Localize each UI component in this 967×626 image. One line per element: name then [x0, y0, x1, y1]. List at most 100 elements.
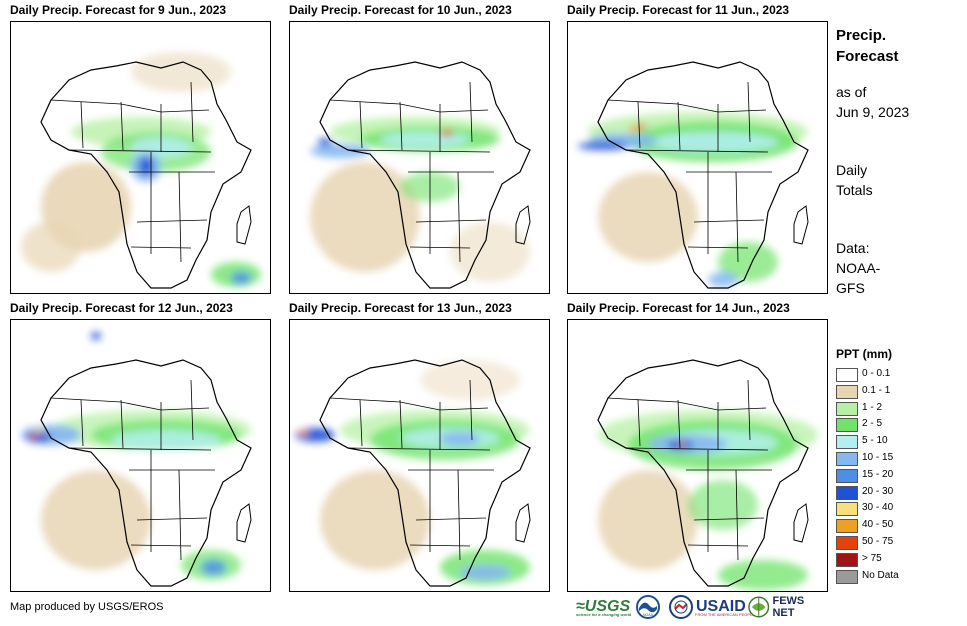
precip-patch	[310, 144, 370, 158]
legend-swatch	[836, 401, 858, 416]
map-canvas	[21, 52, 261, 289]
country-border	[347, 447, 491, 451]
legend-swatch	[836, 384, 858, 399]
country-border	[469, 379, 473, 441]
legend-label: 10 - 15	[862, 451, 894, 463]
legend-title: PPT (mm)	[836, 347, 893, 361]
madagascar-outline	[793, 503, 809, 543]
partner-logos: ≈USGS science for a changing world NOAA …	[576, 595, 828, 619]
country-border	[735, 469, 739, 561]
panel-title: Daily Precip. Forecast for 10 Jun., 2023	[289, 3, 512, 17]
country-border	[415, 517, 487, 521]
panel-title: Daily Precip. Forecast for 12 Jun., 2023	[10, 301, 233, 315]
legend-swatch	[836, 468, 858, 483]
country-border	[677, 101, 681, 151]
sidebar-title-line: Forecast	[836, 48, 899, 65]
precip-patch	[440, 432, 480, 446]
country-border	[130, 544, 192, 547]
legend-swatch	[836, 535, 858, 550]
usaid-seal-icon	[669, 595, 693, 619]
africa-coastline	[319, 359, 531, 587]
precip-patch	[688, 480, 758, 530]
sidebar-data-source: Data: NOAA- GFS	[836, 238, 880, 298]
precip-map	[567, 21, 828, 294]
precip-patch	[440, 130, 454, 136]
country-border	[457, 469, 461, 561]
country-border	[68, 149, 212, 153]
precip-patch	[460, 565, 510, 580]
precip-patch	[35, 428, 43, 433]
data-source-line: NOAA-	[836, 260, 881, 276]
legend-label: 50 - 75	[862, 535, 894, 547]
precip-patch	[111, 430, 221, 450]
precip-map	[567, 319, 828, 592]
panel-title: Daily Precip. Forecast for 13 Jun., 2023	[289, 301, 512, 315]
legend-label: 20 - 30	[862, 485, 894, 497]
map-canvas	[578, 61, 809, 289]
precip-patch	[598, 470, 698, 570]
legend-label: 30 - 40	[862, 502, 894, 514]
usgs-wordmark: ≈USGS	[576, 598, 631, 615]
legend-swatch	[836, 552, 858, 567]
data-source-line: GFS	[836, 280, 865, 296]
country-border	[50, 397, 210, 411]
precip-patch	[139, 157, 153, 175]
map-credit: Map produced by USGS/EROS	[10, 601, 164, 613]
country-border	[637, 101, 641, 149]
sidebar-title-line: Precip.	[836, 27, 887, 44]
usaid-logo: USAID FROM THE AMERICAN PEOPLE	[669, 595, 755, 619]
as-of-label: as of	[836, 84, 867, 100]
precip-patch	[91, 332, 101, 340]
precip-patch	[201, 560, 226, 575]
totals-line: Daily	[836, 162, 868, 178]
usgs-logo: ≈USGS science for a changing world	[576, 595, 631, 619]
fews-net-logo: FEWS NET	[748, 595, 828, 619]
noaa-seal-icon: NOAA	[636, 595, 660, 619]
country-border	[607, 397, 767, 411]
country-border	[409, 246, 471, 249]
country-border	[178, 171, 182, 263]
map-canvas	[597, 359, 818, 590]
legend-label: 1 - 2	[862, 401, 883, 413]
precip-patch	[718, 242, 778, 282]
sidebar-title: Precip. Forecast	[836, 25, 899, 67]
totals-line: Totals	[836, 182, 873, 198]
precip-field	[21, 52, 261, 287]
country-border	[693, 517, 765, 521]
legend-swatch	[836, 435, 858, 450]
panel-title: Daily Precip. Forecast for 9 Jun., 2023	[10, 3, 227, 17]
precip-field	[578, 112, 808, 287]
precip-patch	[638, 124, 646, 129]
country-border	[80, 101, 84, 149]
precip-field	[598, 410, 818, 590]
country-border	[399, 399, 403, 449]
country-border	[359, 399, 363, 447]
precip-patch	[578, 142, 628, 150]
country-border	[415, 219, 487, 223]
country-border	[190, 81, 194, 143]
precip-patch	[648, 132, 778, 152]
precip-patch	[298, 430, 308, 436]
legend-label: 15 - 20	[862, 468, 894, 480]
fews-globe-icon	[748, 596, 770, 618]
precip-map	[289, 21, 550, 294]
precip-patch	[318, 138, 332, 146]
legend-swatch	[836, 519, 858, 534]
legend-label: 5 - 10	[862, 435, 888, 447]
precip-patch	[310, 162, 420, 272]
legend-swatch	[836, 368, 858, 382]
map-canvas	[21, 332, 252, 587]
country-border	[687, 544, 749, 547]
country-border	[136, 219, 208, 223]
country-border	[130, 246, 192, 249]
legend-label: 2 - 5	[862, 418, 883, 430]
country-border	[747, 81, 751, 143]
country-border	[469, 81, 473, 143]
precip-map	[10, 319, 271, 592]
precip-patch	[29, 434, 39, 439]
precip-patch	[598, 172, 698, 262]
usaid-tagline: FROM THE AMERICAN PEOPLE	[695, 612, 755, 617]
noaa-text: NOAA	[643, 613, 654, 617]
data-source-line: Data:	[836, 240, 870, 256]
panel-title: Daily Precip. Forecast for 11 Jun., 2023	[567, 3, 790, 17]
